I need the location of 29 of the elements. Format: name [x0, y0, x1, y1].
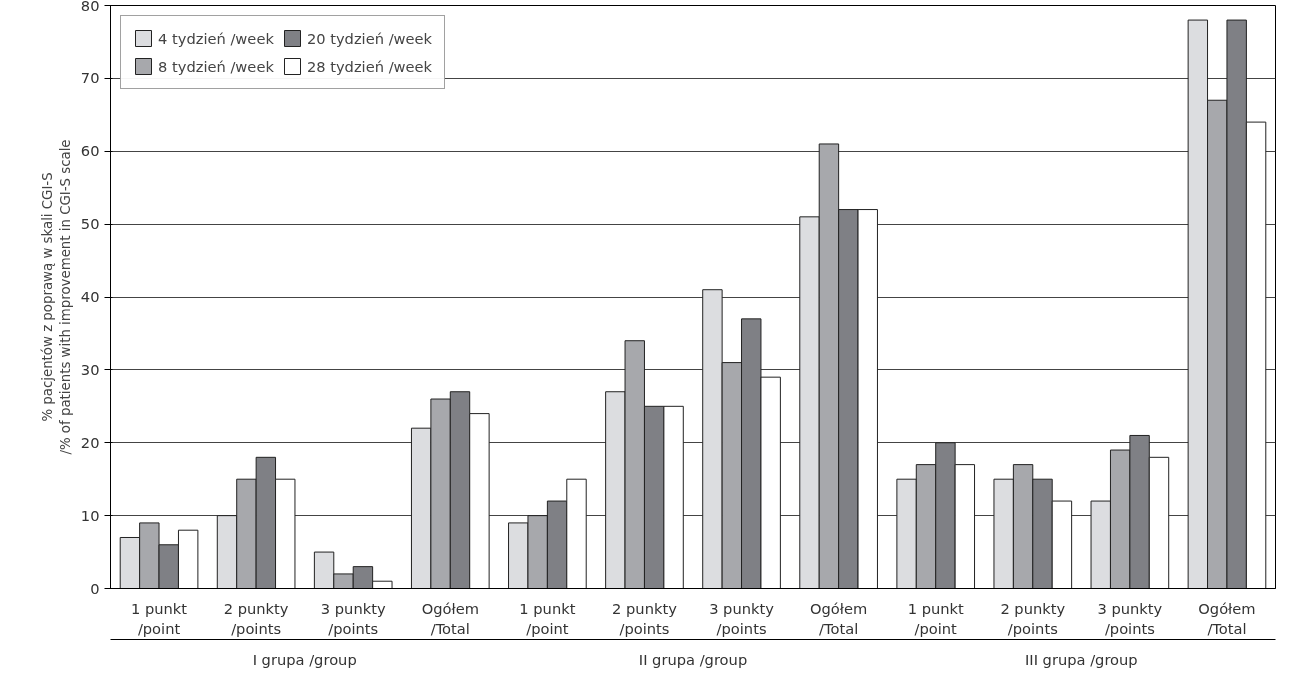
y-tick-label: 20	[80, 433, 100, 451]
y-tick-label: 60	[80, 142, 100, 160]
x-tick-label: 3 punkty /points	[320, 599, 386, 637]
x-tick-label: 2 punkty /points	[612, 599, 678, 637]
legend-label: 8 tydzień /week	[158, 57, 274, 75]
x-tick-label: 3 punkty /points	[709, 599, 775, 637]
y-tick-label: 50	[80, 215, 100, 233]
x-tick-label: Ogółem /Total	[421, 599, 479, 637]
x-tick-label: 2 punkty /points	[223, 599, 289, 637]
x-tick-label: 1 punkt /point	[907, 599, 965, 637]
y-tick-label: 10	[80, 506, 100, 524]
y-tick-label: 70	[80, 69, 100, 87]
x-tick-label: 2 punkty /points	[1000, 599, 1066, 637]
legend-label: 4 tydzień /week	[158, 29, 274, 47]
legend-label: 28 tydzień /week	[306, 57, 433, 75]
text: I grupa /group	[252, 650, 357, 668]
y-tick-label: 0	[90, 579, 100, 597]
y-axis-title: % pacjentów z poprawą w skali CGI-S /% of patients with improvement in CGI-S scale	[39, 139, 73, 455]
y-tick-label: 40	[80, 288, 100, 305]
x-tick-label: 3 punkty /points	[1097, 599, 1163, 637]
y-tick-label: 80	[80, 0, 100, 14]
x-tick-label: 1 punkt /point	[130, 599, 188, 637]
x-tick-label: 1 punkt /point	[519, 599, 576, 637]
text: III grupa /group	[1024, 650, 1138, 668]
legend-label: 20 tydzień /week	[306, 29, 433, 47]
x-tick-label: Ogółem /Total	[1198, 599, 1256, 637]
text: II grupa /group	[638, 650, 748, 668]
x-tick-label: Ogółem /Total	[809, 599, 868, 637]
y-tick-label: 30	[80, 360, 100, 378]
